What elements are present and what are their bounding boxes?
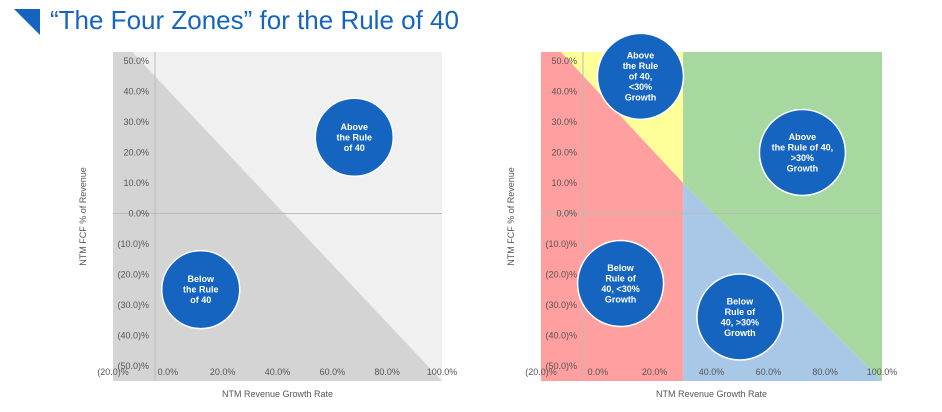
x-tick-label: 100.0%: [867, 367, 898, 377]
zone-label-line: Above: [789, 132, 817, 142]
x-tick-label: (20.0)%: [97, 367, 129, 377]
zone-label-line: the Rule: [623, 61, 659, 71]
zone-label-line: of 40: [190, 295, 211, 305]
zone-label-line: the Rule of 40,: [772, 142, 834, 152]
y-axis-label: NTM FCF % of Revenue: [78, 167, 88, 266]
y-tick-label: 20.0%: [123, 148, 149, 158]
zone-label-line: Growth: [724, 328, 756, 338]
x-tick-label: 40.0%: [265, 367, 291, 377]
y-tick-label: (10.0)%: [545, 239, 577, 249]
y-tick-label: (20.0)%: [545, 269, 577, 279]
x-axis-label: NTM Revenue Growth Rate: [222, 389, 333, 399]
y-tick-label: (40.0)%: [545, 330, 577, 340]
page-title: “The Four Zones” for the Rule of 40: [50, 5, 459, 35]
y-tick-label: 0.0%: [556, 208, 577, 218]
zone-label-line: Rule of: [605, 273, 637, 283]
x-tick-labels: (20.0)% 0.0% 20.0% 40.0% 60.0% 80.0% 100.0%: [525, 367, 897, 377]
zone-circle: [314, 97, 395, 178]
x-tick-label: 0.0%: [588, 367, 609, 377]
x-tick-label: 80.0%: [812, 367, 838, 377]
zone-label-line: of 40: [344, 143, 365, 153]
y-tick-label: (10.0)%: [117, 239, 149, 249]
x-axis-label: NTM Revenue Growth Rate: [656, 389, 767, 399]
zone-label-line: <30%: [629, 82, 652, 92]
zone-label-line: Below: [727, 296, 755, 306]
y-tick-label: 10.0%: [123, 178, 149, 188]
zone-label-line: Below: [187, 274, 215, 284]
zone-label-line: Rule of: [725, 307, 757, 317]
zone-label-line: Growth: [787, 163, 819, 173]
x-tick-label: (20.0)%: [525, 367, 557, 377]
x-tick-label: 40.0%: [699, 367, 725, 377]
x-tick-label: 0.0%: [158, 367, 179, 377]
zone-label-line: 40, <30%: [601, 284, 639, 294]
zone-circle: [758, 108, 847, 197]
y-tick-label: 0.0%: [128, 208, 149, 218]
title-triangle-icon: [14, 9, 40, 35]
y-tick-label: 50.0%: [551, 56, 577, 66]
zone-label-line: the Rule: [183, 285, 219, 295]
zone-label-line: >30%: [791, 153, 814, 163]
x-tick-labels: (20.0)% 0.0% 20.0% 40.0% 60.0% 80.0% 100.0%: [97, 367, 457, 377]
zone-label-line: Growth: [605, 294, 637, 304]
zone-circle: [596, 32, 685, 121]
zone-label-line: the Rule: [337, 132, 373, 142]
y-tick-label: (30.0)%: [117, 300, 149, 310]
y-tick-label: 40.0%: [123, 87, 149, 97]
y-tick-label: 30.0%: [551, 117, 577, 127]
x-tick-label: 60.0%: [320, 367, 346, 377]
x-tick-label: 20.0%: [210, 367, 236, 377]
zone-label-line: 40, >30%: [721, 317, 759, 327]
zone-circle: [576, 239, 665, 328]
y-axis-label: NTM FCF % of Revenue: [506, 167, 516, 266]
y-tick-label: (50.0)%: [545, 361, 577, 371]
y-tick-label: 10.0%: [551, 178, 577, 188]
zone-label-line: of 40,: [629, 71, 653, 81]
x-tick-label: 20.0%: [642, 367, 668, 377]
x-tick-label: 80.0%: [374, 367, 400, 377]
zone-label-line: Above: [627, 50, 655, 60]
header: “The Four Zones” for the Rule of 40: [0, 0, 942, 44]
x-tick-label: 100.0%: [427, 367, 458, 377]
y-tick-label: 50.0%: [123, 56, 149, 66]
y-tick-labels: 50.0% 40.0% 30.0% 20.0% 10.0% 0.0% (10.0)% (20.…: [117, 56, 149, 371]
zone-circle: [696, 273, 784, 361]
y-tick-label: (50.0)%: [117, 361, 149, 371]
zone-label-line: Above: [341, 122, 369, 132]
y-tick-label: 40.0%: [551, 87, 577, 97]
y-tick-labels: 50.0% 40.0% 30.0% 20.0% 10.0% 0.0% (10.0)% (20.…: [545, 56, 577, 371]
zone-label-line: Below: [607, 263, 635, 273]
y-tick-label: (20.0)%: [117, 269, 149, 279]
zone-label-line: Growth: [625, 92, 657, 102]
y-tick-label: 30.0%: [123, 117, 149, 127]
y-tick-label: 20.0%: [551, 148, 577, 158]
x-tick-label: 60.0%: [756, 367, 782, 377]
zone-circle: [160, 249, 241, 330]
y-tick-label: (40.0)%: [117, 330, 149, 340]
y-tick-label: (30.0)%: [545, 300, 577, 310]
